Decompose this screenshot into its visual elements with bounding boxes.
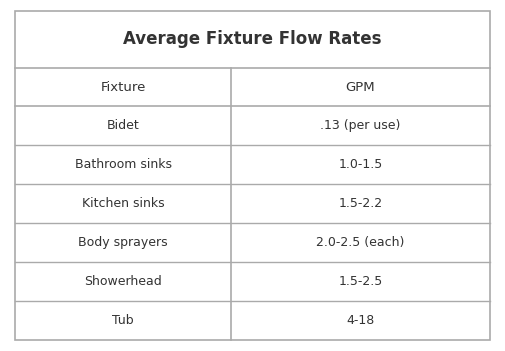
Text: Showerhead: Showerhead — [84, 276, 162, 289]
Text: Fixture: Fixture — [100, 81, 146, 94]
Text: GPM: GPM — [346, 81, 375, 94]
Text: 4-18: 4-18 — [346, 314, 375, 327]
Text: Body sprayers: Body sprayers — [78, 236, 168, 249]
Text: 1.5-2.2: 1.5-2.2 — [338, 197, 383, 210]
Text: 1.0-1.5: 1.0-1.5 — [338, 158, 383, 171]
Text: Average Fixture Flow Rates: Average Fixture Flow Rates — [123, 31, 382, 48]
Text: 1.5-2.5: 1.5-2.5 — [338, 276, 383, 289]
Text: Bidet: Bidet — [107, 119, 139, 132]
Text: Bathroom sinks: Bathroom sinks — [75, 158, 172, 171]
Text: .13 (per use): .13 (per use) — [320, 119, 400, 132]
Text: Kitchen sinks: Kitchen sinks — [82, 197, 165, 210]
Text: Tub: Tub — [112, 314, 134, 327]
Text: 2.0-2.5 (each): 2.0-2.5 (each) — [316, 236, 405, 249]
